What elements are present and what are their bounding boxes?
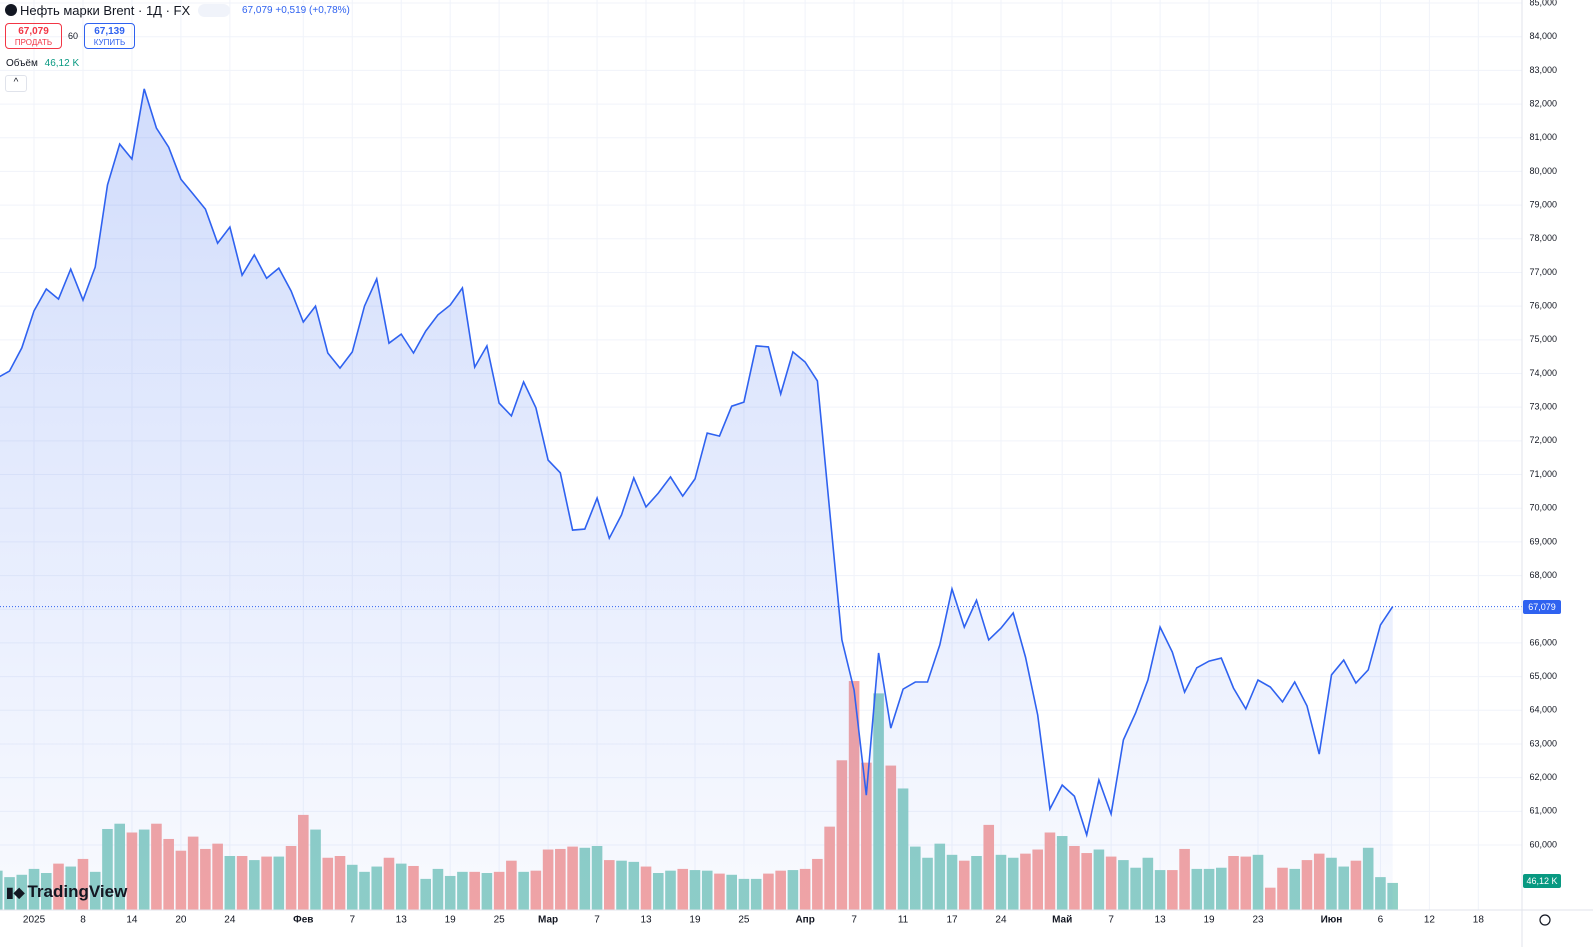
- y-tick-label: 74,000: [1529, 368, 1557, 378]
- x-tick-label: 23: [1252, 915, 1264, 926]
- x-tick-label: 24: [224, 915, 236, 926]
- last-price-badge: 67,079: [1523, 600, 1561, 614]
- y-tick-label: 79,000: [1529, 199, 1557, 209]
- buy-price: 67,139: [94, 26, 125, 37]
- y-tick-label: 78,000: [1529, 233, 1557, 243]
- y-tick-label: 84,000: [1529, 31, 1557, 41]
- x-tick-label: 24: [995, 915, 1007, 926]
- status-pill[interactable]: [198, 4, 230, 17]
- y-tick-label: 83,000: [1529, 65, 1557, 75]
- y-tick-label: 62,000: [1529, 772, 1557, 782]
- logo: ▮◆ TradingView: [6, 882, 128, 901]
- y-tick-label: 60,000: [1529, 839, 1557, 849]
- x-tick-label: Апр: [795, 915, 814, 926]
- price-change: +0,519: [275, 5, 307, 16]
- x-tick-label: 19: [689, 915, 701, 926]
- x-tick-label: 7: [349, 915, 355, 926]
- x-tick-label: 14: [126, 915, 138, 926]
- y-tick-label: 69,000: [1529, 536, 1557, 546]
- y-tick-label: 75,000: [1529, 334, 1557, 344]
- x-tick-label: Фев: [293, 915, 313, 926]
- x-tick-label: 19: [1203, 915, 1215, 926]
- y-tick-label: 70,000: [1529, 503, 1557, 513]
- y-tick-label: 82,000: [1529, 98, 1557, 108]
- volume-badge: 46,12 K: [1523, 874, 1561, 888]
- price-line: [0, 88, 1394, 838]
- y-tick-label: 61,000: [1529, 806, 1557, 816]
- volume-value: 46,12 K: [44, 58, 80, 69]
- volume-name: Объём: [6, 58, 38, 69]
- y-tick-label: 85,000: [1529, 0, 1557, 7]
- sell-label: ПРОДАТЬ: [14, 38, 53, 47]
- settings-icon[interactable]: [1539, 914, 1551, 926]
- y-tick-label: 71,000: [1529, 469, 1557, 479]
- y-tick-label: 72,000: [1529, 435, 1557, 445]
- y-tick-label: 63,000: [1529, 738, 1557, 748]
- y-tick-label: 76,000: [1529, 301, 1557, 311]
- x-tick-label: 8: [80, 915, 86, 926]
- sell-button[interactable]: 67,079 ПРОДАТЬ: [5, 23, 62, 49]
- symbol-icon: [5, 4, 17, 16]
- x-tick-label: 2025: [23, 915, 46, 926]
- x-tick-label: 25: [494, 915, 506, 926]
- spread: 60: [68, 31, 79, 41]
- y-tick-label: 66,000: [1529, 637, 1557, 647]
- y-tick-label: 68,000: [1529, 570, 1557, 580]
- y-tick-label: 81,000: [1529, 132, 1557, 142]
- x-tick-label: 12: [1424, 915, 1436, 926]
- x-tick-label: 13: [1155, 915, 1167, 926]
- x-tick-label: 6: [1378, 915, 1384, 926]
- x-tick-label: 13: [640, 915, 652, 926]
- x-tick-label: Июн: [1321, 915, 1343, 926]
- last-price-row: 67,079 +0,519 (+0,78%): [242, 5, 350, 16]
- x-tick-label: 7: [1108, 915, 1114, 926]
- last-price: 67,079: [242, 5, 273, 16]
- y-tick-label: 65,000: [1529, 671, 1557, 681]
- x-tick-label: 18: [1473, 915, 1485, 926]
- logo-text: TradingView: [27, 882, 128, 901]
- buy-label: КУПИТЬ: [93, 38, 126, 47]
- x-tick-label: 7: [851, 915, 857, 926]
- symbol-title: Нефть марки Brent · 1Д · FX: [20, 3, 191, 18]
- x-tick-label: 17: [946, 915, 958, 926]
- y-tick-label: 64,000: [1529, 705, 1557, 715]
- price-change-percent: (+0,78%): [309, 5, 350, 16]
- symbol-row: Нефть марки Brent · 1Д · FX: [5, 3, 190, 18]
- volume-legend: Объём 46,12 K: [6, 58, 79, 69]
- y-tick-label: 80,000: [1529, 166, 1557, 176]
- x-tick-label: 25: [738, 915, 750, 926]
- buy-button[interactable]: 67,139 КУПИТЬ: [84, 23, 135, 49]
- x-tick-label: 13: [396, 915, 408, 926]
- x-tick-label: 20: [175, 915, 187, 926]
- x-tick-label: 19: [445, 915, 457, 926]
- y-tick-label: 77,000: [1529, 267, 1557, 277]
- collapse-button[interactable]: ^: [5, 75, 27, 92]
- x-tick-label: Мар: [538, 915, 558, 926]
- x-tick-label: Май: [1052, 915, 1072, 926]
- area-fill: [0, 88, 1393, 910]
- sell-price: 67,079: [18, 26, 49, 37]
- x-tick-label: 11: [898, 915, 909, 926]
- x-tick-label: 7: [594, 915, 600, 926]
- y-tick-label: 73,000: [1529, 402, 1557, 412]
